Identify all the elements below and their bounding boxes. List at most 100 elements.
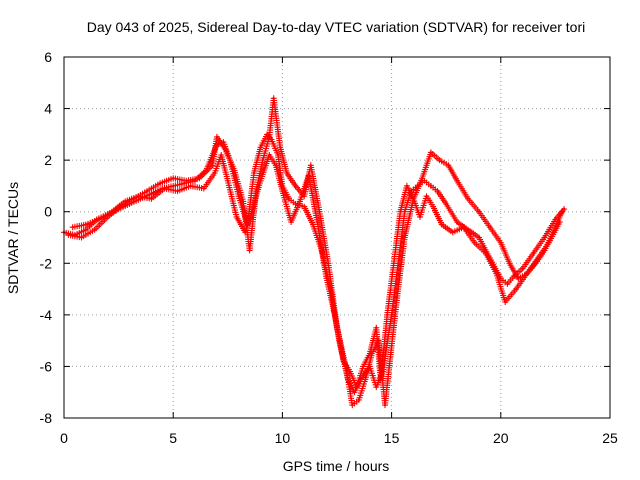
- data-point: [298, 200, 302, 203]
- y-tick-label: 6: [44, 49, 52, 65]
- data-point: [84, 223, 88, 226]
- y-tick-label: 4: [44, 101, 52, 117]
- data-point: [272, 97, 275, 100]
- x-tick-label: 0: [60, 430, 68, 446]
- data-point: [436, 189, 439, 193]
- data-point: [525, 272, 529, 275]
- y-tick-label: -2: [40, 255, 53, 271]
- y-tick-label: -8: [40, 410, 53, 426]
- data-point: [514, 287, 518, 291]
- data-point: [383, 403, 387, 407]
- data-point: [362, 365, 365, 368]
- data-point: [462, 225, 465, 229]
- data-point: [220, 153, 223, 157]
- data-point: [268, 153, 271, 157]
- data-point: [503, 300, 507, 304]
- data-point: [261, 158, 264, 162]
- data-point: [521, 267, 524, 270]
- data-point: [390, 313, 393, 317]
- data-point: [145, 189, 149, 193]
- y-tick-label: -6: [40, 358, 53, 374]
- chart-title: Day 043 of 2025, Sidereal Day-to-day VTE…: [87, 19, 586, 35]
- data-point: [351, 403, 354, 407]
- x-tick-label: 5: [169, 430, 177, 446]
- data-point: [110, 210, 114, 213]
- data-point: [176, 189, 179, 193]
- y-tick-label: 2: [44, 152, 52, 168]
- data-point: [172, 184, 175, 188]
- data-series-2: [65, 95, 565, 409]
- data-point: [455, 179, 459, 182]
- data-point: [403, 236, 406, 239]
- data-point: [279, 146, 282, 149]
- data-point: [224, 148, 227, 152]
- data-point: [506, 282, 509, 286]
- x-tick-label: 15: [384, 430, 400, 446]
- data-point: [379, 378, 382, 381]
- data-point: [233, 169, 236, 172]
- data-point: [403, 210, 406, 213]
- data-point: [405, 184, 409, 188]
- data-point: [318, 210, 321, 213]
- data-point: [333, 313, 337, 317]
- data-point: [226, 179, 229, 182]
- data-point: [150, 197, 153, 201]
- data-point: [357, 398, 361, 402]
- data-point: [307, 174, 310, 177]
- data-point: [375, 385, 378, 389]
- data-point: [440, 223, 444, 226]
- data-point: [543, 236, 546, 239]
- data-point: [324, 274, 328, 278]
- data-point: [198, 176, 201, 180]
- data-point: [431, 205, 435, 208]
- data-point: [499, 241, 502, 244]
- data-point: [235, 215, 238, 219]
- data-point: [429, 151, 433, 154]
- data-point: [163, 187, 166, 190]
- plot-frame: [63, 56, 611, 419]
- data-point: [185, 179, 188, 182]
- data-point: [67, 233, 70, 237]
- data-point: [309, 164, 312, 167]
- axis-ticks: 0 5 10 15 20 25 -8 -6 -4 -2 0 2 4 6: [40, 49, 618, 446]
- data-point: [158, 182, 162, 185]
- data-point: [412, 197, 415, 201]
- data-point: [241, 200, 245, 203]
- data-point: [455, 220, 459, 224]
- data-point: [281, 189, 284, 193]
- data-point: [418, 215, 422, 219]
- data-point: [429, 184, 433, 188]
- data-point: [488, 225, 492, 229]
- data-point: [252, 171, 256, 175]
- data-point: [396, 287, 400, 291]
- data-point: [558, 220, 561, 224]
- data-point: [215, 135, 219, 139]
- y-tick-label: -4: [40, 307, 53, 323]
- data-point: [276, 153, 280, 157]
- data-point: [327, 262, 330, 265]
- data-point: [97, 218, 101, 221]
- data-point: [211, 164, 214, 167]
- data-point: [375, 326, 378, 329]
- data-point: [508, 262, 511, 265]
- data-point: [532, 251, 535, 255]
- data-point: [287, 197, 291, 201]
- data-point: [473, 241, 476, 244]
- data-point: [259, 179, 262, 182]
- data-point: [355, 385, 358, 389]
- data-point: [311, 223, 315, 226]
- data-point: [244, 231, 247, 234]
- data-point: [484, 251, 487, 255]
- data-point: [562, 207, 566, 211]
- data-point: [71, 225, 74, 229]
- data-point: [93, 228, 96, 231]
- data-point: [536, 256, 540, 260]
- data-point: [259, 146, 262, 149]
- x-axis-label: GPS time / hours: [283, 458, 390, 474]
- data-point: [466, 197, 470, 201]
- data-point: [250, 210, 254, 213]
- data-point: [348, 370, 352, 373]
- data-point: [213, 171, 216, 175]
- data-point: [392, 262, 395, 265]
